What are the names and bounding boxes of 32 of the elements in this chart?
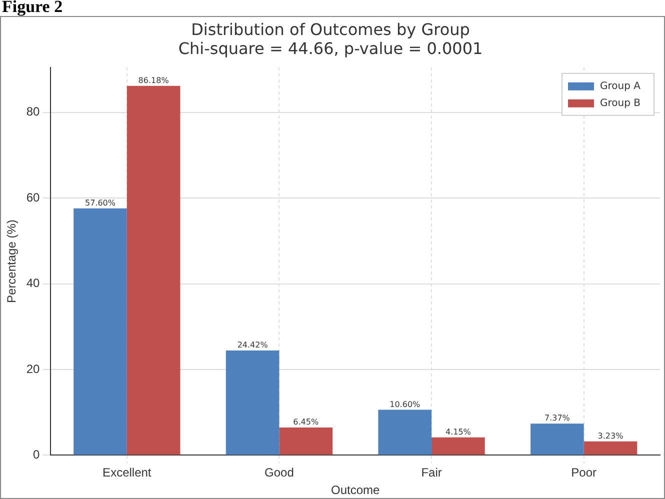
- legend-label: Group B: [600, 98, 641, 109]
- x-tick-label: Fair: [421, 466, 442, 480]
- y-tick-label: 80: [26, 104, 40, 119]
- y-tick-label: 40: [26, 276, 40, 290]
- bar: [279, 428, 333, 455]
- chart-title: Distribution of Outcomes by Group: [191, 20, 470, 39]
- caption: Figure 2: [2, 0, 63, 16]
- x-tick-label: Poor: [571, 466, 597, 480]
- chart-subtitle: Chi-square = 44.66, p-value = 0.0001: [178, 38, 483, 58]
- data-label: 86.18%: [138, 76, 170, 85]
- legend-label: Group A: [600, 80, 641, 92]
- bar: [126, 86, 180, 455]
- data-label: 3.23%: [598, 431, 624, 440]
- bar: [74, 208, 127, 455]
- bar: [226, 350, 280, 455]
- bar: [530, 424, 584, 455]
- data-label: 24.42%: [237, 340, 268, 350]
- bar: [378, 410, 432, 455]
- y-tick-label: 60: [26, 190, 40, 204]
- data-label: 10.60%: [390, 400, 421, 409]
- bar: [584, 441, 638, 455]
- data-label: 57.60%: [84, 198, 116, 208]
- bar: [432, 437, 485, 455]
- y-tick-label: 0: [33, 448, 40, 462]
- x-axis-title: Outcome: [331, 483, 380, 498]
- y-axis-title: Percentage (%): [4, 220, 19, 303]
- x-tick-label: Excellent: [102, 466, 152, 480]
- data-label: 4.15%: [445, 427, 472, 436]
- data-label: 6.45%: [293, 418, 319, 427]
- x-tick-label: Good: [264, 466, 294, 480]
- y-tick-label: 20: [26, 362, 40, 376]
- data-label: 7.37%: [544, 414, 570, 423]
